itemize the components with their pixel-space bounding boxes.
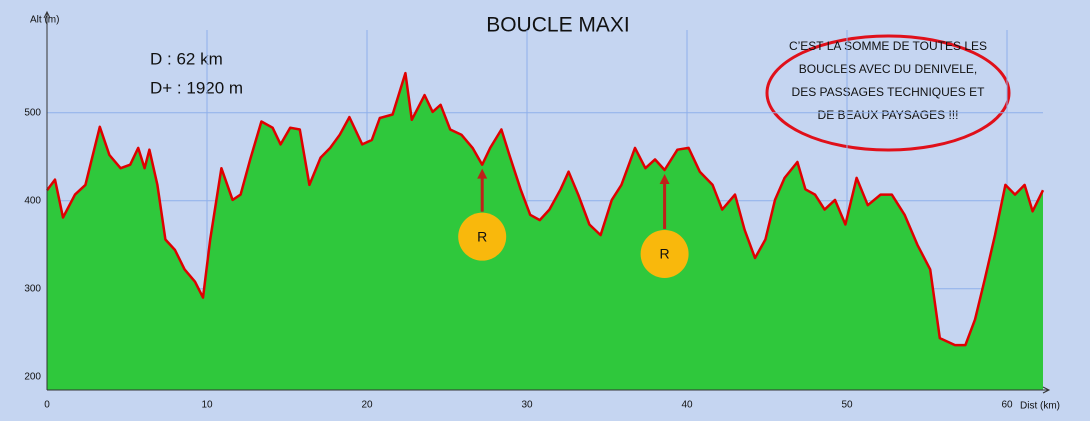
x-axis-label: Dist (km) (1020, 401, 1060, 412)
y-axis-label: Alt (m) (30, 15, 59, 26)
callout-text: DES PASSAGES TECHNIQUES ET (792, 85, 986, 99)
x-tick-label: 40 (681, 400, 693, 411)
x-tick-label: 50 (841, 400, 853, 411)
callout-text: BOUCLES AVEC DU DENIVELE, (799, 62, 978, 76)
annotation-arrowhead (659, 173, 670, 184)
annotation-marker (640, 229, 689, 278)
y-tick-label: 300 (24, 283, 41, 294)
x-axis-arrow (1042, 386, 1051, 394)
x-tick-label: 0 (44, 400, 50, 411)
y-tick-label: 400 (24, 195, 41, 206)
callout-ellipse (765, 34, 1011, 152)
chart-title: BOUCLE MAXI (486, 14, 630, 37)
x-tick-label: 10 (201, 400, 213, 411)
annotation-label: R (660, 246, 670, 262)
annotation-arrowhead (477, 168, 488, 179)
elevation-line (46, 71, 1045, 347)
info-text: D : 62 km (150, 49, 223, 68)
y-axis-arrow (43, 10, 51, 19)
info-text: D+ : 1920 m (150, 78, 243, 97)
x-tick-label: 30 (521, 400, 533, 411)
x-tick-label: 60 (1001, 400, 1013, 411)
callout-text: DE BEAUX PAYSAGES !!! (818, 108, 959, 122)
y-tick-label: 500 (24, 107, 41, 118)
annotation-marker (458, 212, 507, 261)
y-tick-label: 200 (24, 371, 41, 382)
x-tick-label: 20 (361, 400, 373, 411)
callout-text: C’EST LA SOMME DE TOUTES LES (789, 39, 987, 53)
area-fill (47, 73, 1043, 390)
annotation-label: R (477, 228, 487, 244)
